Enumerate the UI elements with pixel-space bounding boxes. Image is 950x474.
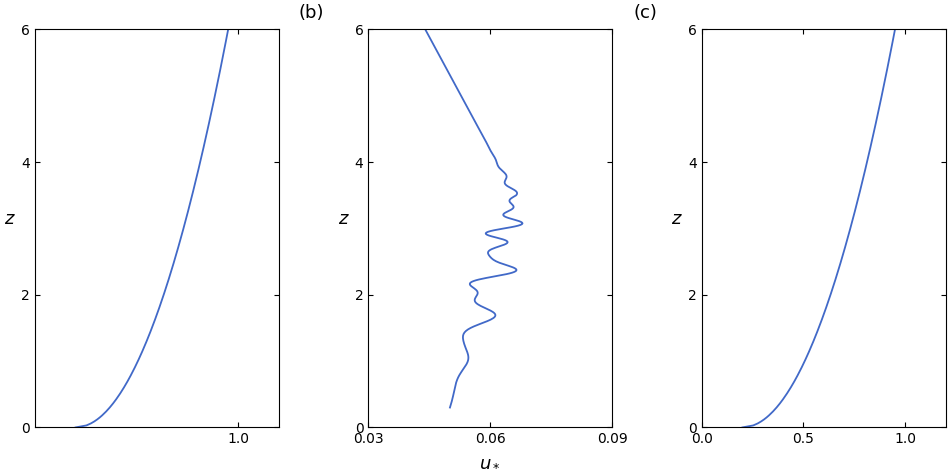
X-axis label: $u_*$: $u_*$ [480, 452, 502, 470]
Y-axis label: $z$: $z$ [337, 210, 350, 228]
Text: (b): (b) [299, 3, 324, 21]
Text: (c): (c) [634, 3, 657, 21]
Y-axis label: $z$: $z$ [671, 210, 683, 228]
Y-axis label: $z$: $z$ [4, 210, 16, 228]
